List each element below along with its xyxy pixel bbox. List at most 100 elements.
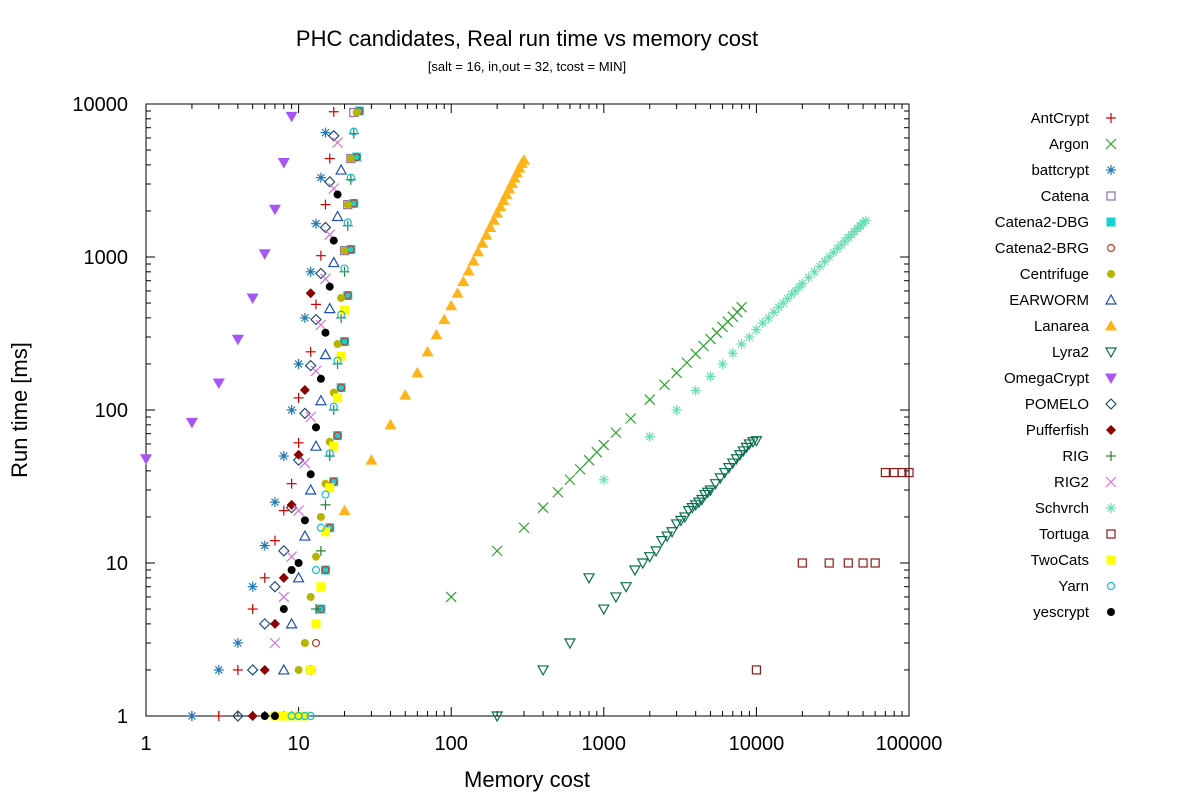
point-rig2 — [278, 591, 290, 603]
legend-label-rig: RIG — [1062, 448, 1089, 465]
point-lyra2 — [730, 454, 743, 466]
point-lanarea — [518, 154, 531, 165]
point-argon — [610, 427, 622, 439]
point-lanarea — [430, 328, 443, 340]
point-battcrypt — [310, 218, 321, 229]
point-lyra2 — [718, 467, 731, 479]
point-schvrch — [690, 385, 701, 396]
y-tick-label: 1 — [117, 706, 128, 728]
point-schvrch — [782, 293, 793, 304]
point-antcrypt — [286, 478, 297, 489]
point-omegacrypt — [212, 378, 225, 390]
point-battcrypt — [315, 172, 326, 183]
point-yarn — [294, 711, 303, 721]
point-argon — [552, 486, 564, 498]
point-battcrypt — [320, 127, 331, 138]
point-argon — [644, 394, 656, 405]
x-axis-label: Memory cost — [464, 767, 590, 792]
legend-label-schvrch: Schvrch — [1035, 500, 1089, 517]
legend-marker-twocats — [1106, 555, 1116, 565]
point-earworm — [309, 439, 323, 451]
point-lanarea — [438, 313, 451, 325]
point-omegacrypt — [268, 204, 281, 216]
point-catena2-dbg — [340, 337, 350, 347]
point-antcrypt — [278, 505, 289, 516]
legend-marker-tortuga — [1106, 529, 1116, 539]
legend-label-omegacrypt: OmegaCrypt — [1004, 370, 1090, 387]
legend-label-pomelo: POMELO — [1025, 396, 1089, 413]
legend-marker-catena2-brg — [1106, 243, 1116, 253]
point-antcrypt — [315, 250, 326, 261]
x-tick-label: 1 — [140, 733, 151, 755]
point-yescrypt — [279, 605, 288, 614]
point-lyra2 — [597, 604, 610, 616]
point-lyra2 — [704, 485, 717, 497]
point-lanarea — [505, 177, 518, 188]
chart-subtitle: [salt = 16, in,out = 32, tcost = MIN] — [428, 59, 626, 74]
point-tortuga — [858, 558, 868, 568]
point-rig2 — [320, 273, 331, 285]
point-lyra2 — [628, 565, 641, 577]
legend-marker-centrifuge — [1107, 270, 1115, 278]
point-yescrypt — [321, 328, 330, 337]
point-pomelo — [304, 359, 317, 372]
point-schvrch — [828, 247, 839, 258]
legend-marker-pufferfish — [1106, 425, 1116, 435]
point-yarn — [333, 356, 342, 365]
point-lyra2 — [722, 463, 735, 474]
legend-marker-argon — [1105, 138, 1117, 150]
point-lanarea — [476, 237, 489, 248]
point-centrifuge — [294, 665, 303, 674]
point-catena2-dbg — [352, 152, 362, 162]
point-battcrypt — [259, 540, 270, 551]
point-yarn — [306, 711, 315, 721]
point-pufferfish — [286, 499, 297, 510]
point-twocats — [329, 441, 339, 451]
point-schvrch — [598, 474, 609, 485]
point-rig2 — [310, 365, 322, 377]
point-rig — [324, 451, 335, 462]
point-earworm — [331, 210, 344, 222]
point-schvrch — [717, 358, 728, 369]
point-lyra2 — [670, 519, 683, 531]
point-omegacrypt — [246, 293, 259, 304]
point-argon — [681, 357, 693, 369]
point-centrifuge — [306, 592, 315, 601]
point-antcrypt — [247, 604, 258, 615]
point-pomelo — [310, 313, 322, 326]
point-lanarea — [480, 229, 493, 240]
legend-marker-antcrypt — [1106, 113, 1116, 123]
point-lyra2 — [726, 458, 739, 470]
legend-label-twocats: TwoCats — [1031, 552, 1089, 569]
point-pomelo — [246, 664, 259, 676]
point-catena2-brg — [321, 565, 330, 575]
legend: AntCrypt Argon battcrypt Catena Catena2-DBG C… — [995, 110, 1118, 621]
point-pufferfish — [299, 385, 310, 396]
point-yarn — [316, 523, 325, 532]
point-tortuga — [751, 665, 762, 675]
legend-marker-rig2 — [1105, 476, 1117, 488]
point-yarn — [346, 173, 355, 182]
point-earworm — [323, 302, 336, 314]
point-rig2 — [286, 551, 298, 563]
legend-marker-lyra2 — [1104, 347, 1118, 359]
point-lanarea — [503, 182, 516, 194]
point-catena2-brg — [311, 638, 321, 648]
point-argon — [564, 474, 576, 486]
legend-label-yarn: Yarn — [1058, 578, 1089, 595]
point-lyra2 — [661, 531, 674, 543]
point-lanarea — [338, 504, 351, 516]
point-antcrypt — [269, 535, 280, 546]
point-pomelo — [299, 407, 311, 420]
point-rig — [310, 604, 321, 615]
point-lanarea — [500, 188, 513, 200]
legend-label-rig2: RIG2 — [1054, 474, 1089, 491]
point-lanarea — [384, 418, 397, 430]
legend-label-pufferfish: Pufferfish — [1026, 422, 1089, 439]
point-twocats — [300, 711, 310, 721]
point-battcrypt — [232, 638, 243, 649]
point-schvrch — [751, 324, 762, 335]
point-centrifuge — [346, 154, 355, 163]
legend-marker-rig — [1106, 451, 1116, 461]
point-catena2-dbg — [333, 431, 343, 441]
